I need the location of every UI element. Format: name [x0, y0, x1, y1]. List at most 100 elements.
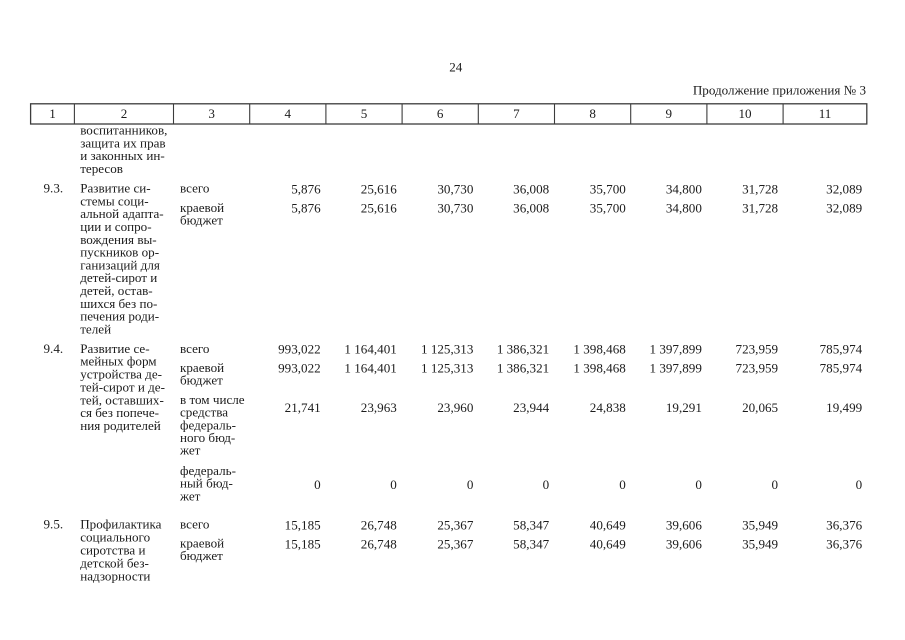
- svg-text:9.3.: 9.3.: [44, 181, 64, 196]
- svg-text:19,499: 19,499: [826, 400, 862, 415]
- svg-text:ся без попече-: ся без попече-: [80, 405, 159, 420]
- svg-text:Продолжение приложения № 3: Продолжение приложения № 3: [693, 83, 867, 98]
- svg-text:защита их прав: защита их прав: [80, 135, 165, 150]
- svg-text:7: 7: [513, 106, 520, 121]
- svg-text:40,649: 40,649: [590, 536, 626, 551]
- svg-text:31,728: 31,728: [742, 201, 778, 216]
- svg-text:1 125,313: 1 125,313: [421, 360, 474, 375]
- svg-text:пускников ор-: пускников ор-: [80, 245, 159, 260]
- svg-text:ный бюд-: ный бюд-: [180, 476, 233, 491]
- svg-text:23,944: 23,944: [513, 400, 549, 415]
- svg-text:11: 11: [819, 106, 832, 121]
- svg-text:социального: социального: [80, 530, 150, 545]
- svg-text:и законных ин-: и законных ин-: [80, 148, 165, 163]
- svg-text:федераль-: федераль-: [180, 417, 236, 432]
- svg-text:краевой: краевой: [180, 535, 224, 550]
- svg-text:0: 0: [772, 477, 779, 492]
- svg-text:воспитанников,: воспитанников,: [80, 123, 167, 138]
- svg-text:26,748: 26,748: [361, 517, 397, 532]
- svg-text:краевой: краевой: [180, 360, 224, 375]
- svg-text:мейных форм: мейных форм: [80, 354, 156, 369]
- svg-text:детей-сирот и: детей-сирот и: [80, 270, 157, 285]
- svg-text:5,876: 5,876: [291, 181, 321, 196]
- svg-text:25,367: 25,367: [437, 536, 473, 551]
- svg-text:бюджет: бюджет: [180, 548, 223, 563]
- svg-text:0: 0: [467, 477, 474, 492]
- svg-text:вождения вы-: вождения вы-: [80, 232, 157, 247]
- svg-text:0: 0: [619, 477, 626, 492]
- svg-text:58,347: 58,347: [513, 517, 549, 532]
- svg-text:печения роди-: печения роди-: [80, 309, 159, 324]
- svg-text:бюджет: бюджет: [180, 213, 223, 228]
- svg-text:5: 5: [361, 106, 368, 121]
- svg-text:15,185: 15,185: [285, 536, 321, 551]
- svg-text:ного бюд-: ного бюд-: [180, 430, 235, 445]
- svg-text:краевой: краевой: [180, 200, 224, 215]
- svg-text:1 397,899: 1 397,899: [650, 342, 703, 357]
- svg-text:36,008: 36,008: [513, 181, 549, 196]
- svg-text:0: 0: [543, 477, 550, 492]
- svg-text:телей: телей: [80, 321, 111, 336]
- svg-text:0: 0: [695, 477, 702, 492]
- svg-text:2: 2: [121, 106, 128, 121]
- svg-text:1 398,468: 1 398,468: [573, 360, 626, 375]
- svg-text:24,838: 24,838: [590, 400, 626, 415]
- svg-text:31,728: 31,728: [742, 181, 778, 196]
- svg-text:1 386,321: 1 386,321: [497, 360, 549, 375]
- svg-text:9.5.: 9.5.: [44, 517, 64, 532]
- svg-text:35,700: 35,700: [590, 201, 626, 216]
- svg-text:1 398,468: 1 398,468: [573, 342, 626, 357]
- svg-text:устройства де-: устройства де-: [80, 367, 162, 382]
- svg-text:5,876: 5,876: [291, 201, 321, 216]
- svg-text:34,800: 34,800: [666, 201, 702, 216]
- svg-text:3: 3: [208, 106, 215, 121]
- svg-text:сиротства и: сиротства и: [80, 543, 145, 558]
- svg-text:всего: всего: [180, 341, 210, 356]
- svg-text:1 164,401: 1 164,401: [344, 342, 396, 357]
- svg-text:альной адапта-: альной адапта-: [80, 206, 163, 221]
- svg-text:стемы соци-: стемы соци-: [80, 193, 148, 208]
- svg-text:детей, остав-: детей, остав-: [80, 283, 152, 298]
- svg-text:надзорности: надзорности: [80, 568, 150, 583]
- svg-text:993,022: 993,022: [278, 342, 321, 357]
- svg-text:4: 4: [285, 106, 292, 121]
- svg-text:ганизаций для: ганизаций для: [80, 257, 160, 272]
- svg-text:993,022: 993,022: [278, 360, 321, 375]
- svg-text:0: 0: [314, 477, 321, 492]
- svg-text:19,291: 19,291: [666, 400, 702, 415]
- svg-text:Профилактика: Профилактика: [80, 517, 161, 532]
- svg-text:жет: жет: [179, 443, 201, 458]
- svg-text:39,606: 39,606: [666, 517, 702, 532]
- svg-text:8: 8: [589, 106, 596, 121]
- svg-text:тей, оставших-: тей, оставших-: [80, 392, 164, 407]
- svg-text:10: 10: [738, 106, 752, 121]
- svg-text:23,963: 23,963: [361, 400, 397, 415]
- svg-text:средства: средства: [180, 405, 228, 420]
- svg-text:бюджет: бюджет: [180, 373, 223, 388]
- svg-text:1 386,321: 1 386,321: [497, 342, 549, 357]
- svg-text:Развитие си-: Развитие си-: [80, 181, 150, 196]
- svg-text:в том числе: в том числе: [180, 392, 245, 407]
- svg-text:тересов: тересов: [80, 161, 123, 176]
- svg-text:ции и сопро-: ции и сопро-: [80, 219, 151, 234]
- svg-text:20,065: 20,065: [742, 400, 778, 415]
- svg-text:34,800: 34,800: [666, 181, 702, 196]
- svg-text:30,730: 30,730: [437, 201, 473, 216]
- svg-text:30,730: 30,730: [437, 181, 473, 196]
- svg-text:0: 0: [856, 477, 863, 492]
- svg-text:35,700: 35,700: [590, 181, 626, 196]
- svg-text:58,347: 58,347: [513, 536, 549, 551]
- svg-text:9.4.: 9.4.: [44, 341, 64, 356]
- svg-text:детской без-: детской без-: [80, 555, 149, 570]
- svg-text:ния родителей: ния родителей: [80, 418, 161, 433]
- svg-text:1 164,401: 1 164,401: [344, 360, 396, 375]
- svg-text:1: 1: [49, 106, 56, 121]
- svg-text:всего: всего: [180, 517, 210, 532]
- svg-text:23,960: 23,960: [437, 400, 473, 415]
- svg-text:1 397,899: 1 397,899: [650, 360, 703, 375]
- svg-text:785,974: 785,974: [820, 342, 863, 357]
- svg-text:Развитие се-: Развитие се-: [80, 341, 149, 356]
- svg-text:15,185: 15,185: [285, 517, 321, 532]
- svg-text:723,959: 723,959: [736, 360, 779, 375]
- svg-text:шихся без по-: шихся без по-: [80, 296, 157, 311]
